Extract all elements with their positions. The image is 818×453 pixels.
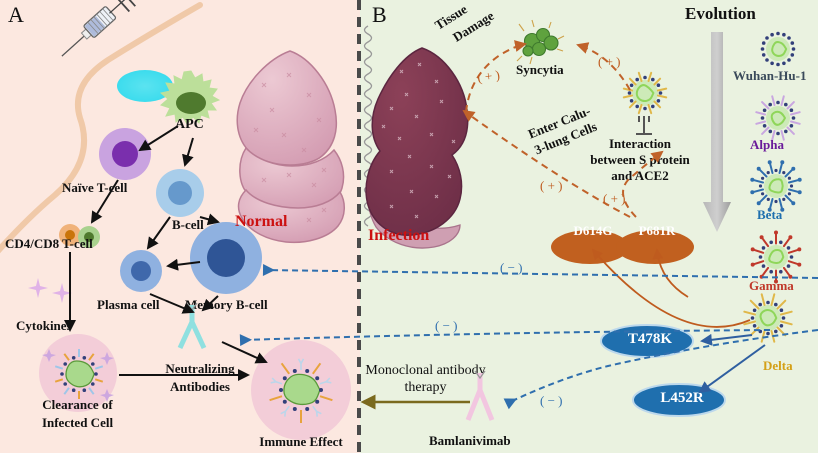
svg-text:( + ): ( + )	[603, 191, 626, 206]
